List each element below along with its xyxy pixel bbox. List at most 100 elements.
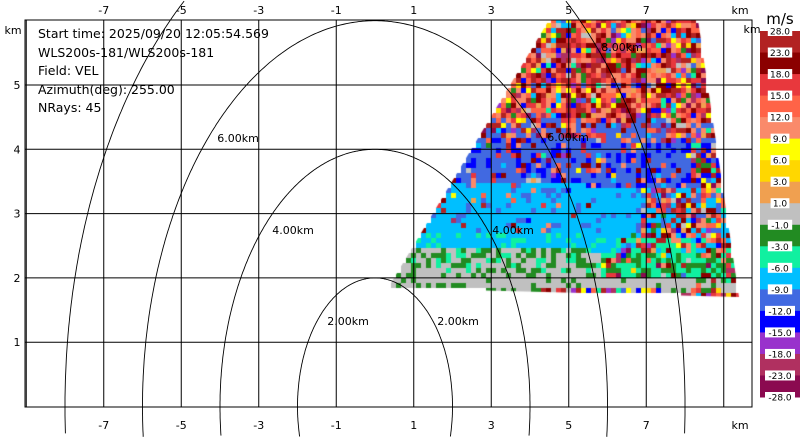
colorbar-tick-label: -1.0 xyxy=(771,221,789,231)
colorbar-bin xyxy=(760,181,800,204)
azimuth-value: Azimuth(deg): 255.00 xyxy=(38,81,175,97)
colorbar-tick-label: -23.0 xyxy=(768,372,792,382)
x-tick-label-top: 7 xyxy=(643,4,650,17)
colorbar-bin xyxy=(760,203,800,226)
colorbar-label-bg xyxy=(770,176,790,187)
y-axis-unit-right: km xyxy=(743,23,760,36)
range-ring xyxy=(219,148,531,436)
x-tick-label-bottom: -1 xyxy=(331,419,342,432)
x-tick-label-bottom: 1 xyxy=(410,419,417,432)
colorbar-bin xyxy=(760,375,800,398)
colorbar-label-bg xyxy=(770,133,790,144)
colorbar-bin xyxy=(760,224,800,247)
y-tick-label-left: 1 xyxy=(14,336,21,349)
scan-info: Start time: 2025/09/20 12:05:54.569 WLS2… xyxy=(38,25,269,118)
range-ring xyxy=(142,20,608,437)
colorbar-label-bg xyxy=(767,219,793,230)
colorbar-tick-label: -15.0 xyxy=(768,329,792,339)
colorbar-label-bg xyxy=(765,327,795,338)
colorbar-label-bg xyxy=(767,26,793,36)
colorbar-label-bg xyxy=(765,392,795,402)
range-ring xyxy=(64,0,686,434)
colorbar-unit: m/s xyxy=(766,10,794,28)
x-axis-unit-top: km xyxy=(731,4,748,17)
x-tick-label-bottom: -5 xyxy=(176,419,187,432)
colorbar-tick-label: 12.0 xyxy=(770,114,790,124)
x-tick-label-top: 1 xyxy=(410,4,417,17)
colorbar-tick-label: -18.0 xyxy=(768,350,792,360)
colorbar-tick-label: 15.0 xyxy=(770,92,790,102)
y-tick-label-left: 3 xyxy=(14,208,21,221)
range-ring-label: 6.00km xyxy=(217,132,259,145)
colorbar-tick-label: 3.0 xyxy=(773,178,788,188)
colorbar-tick-label: 9.0 xyxy=(773,135,788,145)
y-tick-label-left: 4 xyxy=(14,143,21,156)
x-tick-label-bottom: 5 xyxy=(565,419,572,432)
colorbar-tick-label: -6.0 xyxy=(771,264,789,274)
range-ring-label: 4.00km xyxy=(272,224,314,237)
range-ring-label: 6.00km xyxy=(547,131,589,144)
x-tick-label-top: -7 xyxy=(98,4,109,17)
range-ring xyxy=(297,277,453,437)
colorbar-label-bg xyxy=(765,348,795,359)
colorbar-bin xyxy=(760,117,800,140)
colorbar-tick-label: 1.0 xyxy=(773,200,788,210)
colorbar-bin xyxy=(760,74,800,97)
colorbar-bin xyxy=(760,289,800,312)
colorbar-label-bg xyxy=(767,47,793,58)
colorbar-bin xyxy=(760,31,800,54)
range-ring-label: 2.00km xyxy=(437,315,479,328)
colorbar-tick-label: 28.0 xyxy=(770,28,790,38)
colorbar-label-bg xyxy=(767,69,793,80)
colorbar-bin xyxy=(760,160,800,183)
x-tick-label-top: -5 xyxy=(176,4,187,17)
colorbar-label-bg xyxy=(767,112,793,123)
colorbar-label-bg xyxy=(767,241,793,252)
x-tick-label-bottom: -3 xyxy=(253,419,264,432)
y-tick-label-left: 2 xyxy=(14,272,21,285)
colorbar-bin xyxy=(760,246,800,269)
colorbar-tick-label: -3.0 xyxy=(771,243,789,253)
colorbar-label-bg xyxy=(767,90,793,101)
plot-frame xyxy=(24,19,753,408)
colorbar-tick-label: -28.0 xyxy=(768,394,792,404)
x-tick-label-top: 3 xyxy=(488,4,495,17)
range-ring-label: 4.00km xyxy=(492,224,534,237)
colorbar-bin xyxy=(760,95,800,118)
nrays-value: NRays: 45 xyxy=(38,100,102,115)
start-time: Start time: 2025/09/20 12:05:54.569 xyxy=(38,26,269,41)
colorbar-tick-label: 6.0 xyxy=(773,157,788,167)
colorbar-bin xyxy=(760,353,800,376)
x-tick-label-top: 5 xyxy=(565,4,572,17)
colorbar-bin xyxy=(760,138,800,161)
range-rings xyxy=(64,0,686,437)
x-tick-label-bottom: 7 xyxy=(643,419,650,432)
colorbar-bin xyxy=(760,310,800,333)
colorbar-label-bg xyxy=(765,370,795,381)
x-axis-unit-bottom: km xyxy=(731,419,748,432)
colorbar-bin xyxy=(760,332,800,355)
field-name: Field: VEL xyxy=(38,63,99,78)
colorbar-label-bg xyxy=(770,155,790,166)
x-tick-label-top: -3 xyxy=(253,4,264,17)
y-tick-label-left: 5 xyxy=(14,79,21,92)
colorbar-tick-label: 23.0 xyxy=(770,49,790,59)
instrument-name: WLS200s-181/WLS200s-181 xyxy=(38,44,215,60)
y-axis-unit-left: km xyxy=(4,24,21,37)
range-ring-label: 8.00km xyxy=(601,41,643,54)
x-tick-label-bottom: 3 xyxy=(488,419,495,432)
colorbar-label-bg xyxy=(767,284,793,295)
colorbar-tick-label: -9.0 xyxy=(771,286,789,296)
colorbar-label-bg xyxy=(770,198,790,209)
colorbar-label-bg xyxy=(767,262,793,273)
colorbar-tick-label: -12.0 xyxy=(768,307,792,317)
x-tick-label-bottom: -7 xyxy=(98,419,109,432)
range-ring-label: 2.00km xyxy=(327,315,369,328)
colorbar-tick-label: 18.0 xyxy=(770,71,790,81)
colorbar-label-bg xyxy=(765,305,795,316)
x-tick-label-top: -1 xyxy=(331,4,342,17)
colorbar-bin xyxy=(760,267,800,290)
